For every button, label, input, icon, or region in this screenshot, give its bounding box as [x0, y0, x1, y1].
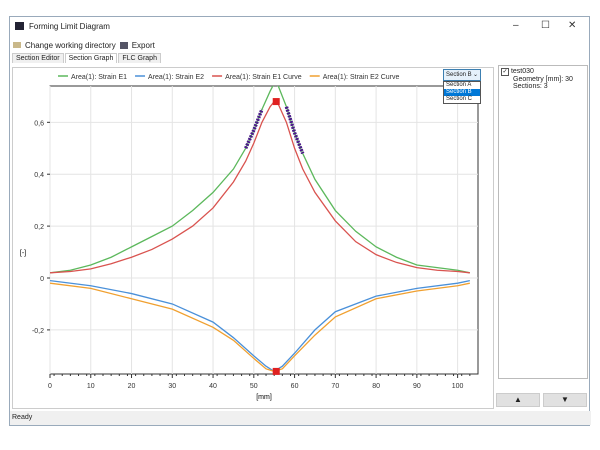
x-tick-label: 100 [452, 383, 464, 390]
section-graph-chart: 0 10 20 30 40 50 60 70 80 90 100 0,6 0,4 0,2 0 -0,2 [mm]… [20, 74, 479, 401]
tab-section-editor[interactable]: Section Editor [12, 53, 64, 63]
change-directory-button[interactable]: Change working directory [25, 40, 116, 50]
legend-label: Area(1): Strain E1 [71, 74, 127, 81]
x-axis-label: [mm] [256, 394, 272, 401]
option-section-a[interactable]: Section A [446, 82, 472, 88]
title-bar: Forming Limit Diagram – ☐ ✕ [10, 17, 589, 35]
option-section-b[interactable]: Section B [444, 89, 480, 96]
y-tick-label: 0 [40, 276, 44, 283]
series-line-1 [50, 86, 470, 274]
chart-panel: 0 10 20 30 40 50 60 70 80 90 100 0,6 0,4 0,2 0 -0,2 [mm]… [12, 67, 494, 409]
move-down-button[interactable]: ▼ [543, 393, 587, 407]
plot-area [49, 85, 479, 375]
chevron-down-icon: ⌄ [472, 72, 478, 78]
x-tick-label: 70 [331, 383, 339, 390]
x-tick-label: 0 [48, 383, 52, 390]
x-tick-label: 20 [128, 383, 136, 390]
x-tick-label: 90 [413, 383, 421, 390]
x-tick-label: 50 [250, 383, 258, 390]
x-tick-label: 30 [168, 383, 176, 390]
minimize-button[interactable]: – [513, 20, 519, 31]
x-tick-label: 80 [372, 383, 380, 390]
app-icon [15, 22, 24, 30]
close-button[interactable]: ✕ [568, 20, 577, 31]
section-options: Section A Section B Section C [443, 81, 481, 104]
series-line-4 [50, 282, 470, 373]
legend-label: Area(1): Strain E2 [148, 74, 204, 81]
maximize-button[interactable]: ☐ [541, 20, 550, 31]
y-tick-label: -0,2 [32, 328, 44, 335]
y-axis-label: [-] [20, 250, 26, 257]
window-title: Forming Limit Diagram [29, 21, 110, 31]
move-up-button[interactable]: ▲ [496, 393, 540, 407]
series-line-3 [50, 100, 470, 274]
x-tick-label: 40 [209, 383, 217, 390]
y-tick-label: 0,4 [34, 172, 44, 179]
legend-label: Area(1): Strain E2 Curve [323, 74, 400, 81]
status-bar: Ready [10, 411, 591, 425]
y-tick-label: 0,6 [34, 120, 44, 127]
item-checkbox[interactable]: ✓ [501, 68, 509, 76]
export-button[interactable]: Export [131, 40, 155, 50]
side-panel: ✓ test030 Geometry [mm]: 30 Sections: 3 [498, 65, 588, 379]
list-item[interactable]: ✓ test030 Geometry [mm]: 30 Sections: 3 [501, 68, 585, 90]
section-select-value: Section B [446, 72, 472, 78]
x-tick-label: 10 [87, 383, 95, 390]
folder-icon [13, 42, 21, 48]
tab-bar: Section Editor Section Graph FLC Graph [12, 53, 162, 63]
y-tick-label: 0,2 [34, 224, 44, 231]
section-dropdown[interactable]: Section B ⌄ Section A Section B Section … [443, 69, 481, 104]
item-name: test030 [510, 68, 534, 75]
export-icon [119, 41, 128, 49]
section-select[interactable]: Section B ⌄ [443, 69, 481, 81]
peak-marker [272, 367, 280, 375]
item-geometry: Geometry [mm]: 30 [513, 76, 573, 83]
highlight-segment [284, 106, 305, 155]
item-sections: Sections: 3 [513, 83, 548, 90]
peak-marker [272, 98, 280, 106]
x-tick-label: 60 [291, 383, 299, 390]
highlight-segment [244, 108, 264, 149]
option-section-c[interactable]: Section C [446, 96, 473, 102]
tab-flc-graph[interactable]: FLC Graph [118, 53, 161, 63]
legend-label: Area(1): Strain E1 Curve [225, 74, 302, 81]
main-window: Forming Limit Diagram – ☐ ✕ Change worki… [9, 16, 591, 426]
tab-section-graph[interactable]: Section Graph [64, 53, 118, 63]
toolbar: Change working directory Export [10, 39, 155, 51]
